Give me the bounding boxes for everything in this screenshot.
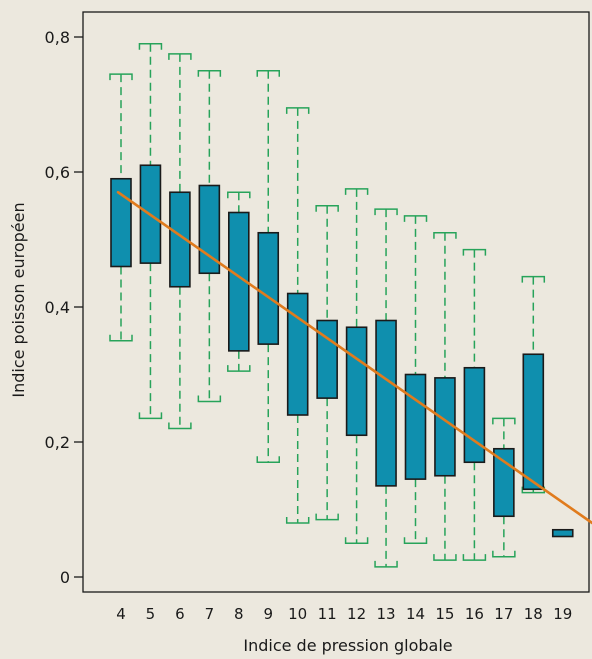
whisker-cap-lower — [256, 456, 280, 463]
whisker-cap-upper — [197, 70, 222, 77]
x-tick-label: 15 — [435, 605, 454, 623]
x-axis-label: Indice de pression globale — [243, 636, 452, 655]
box-13 — [375, 319, 397, 487]
y-axis: 0 0,2 0,4 0,6 0,8 — [45, 28, 83, 587]
box-8 — [228, 211, 250, 352]
whisker-cap-upper — [344, 188, 369, 195]
box-16 — [463, 366, 486, 464]
whisker-cap-lower — [374, 560, 398, 568]
whisker-cap-lower — [403, 537, 428, 544]
whisker-cap-upper — [315, 205, 339, 212]
whisker-cap-lower — [462, 554, 487, 561]
trend-layer — [116, 190, 592, 525]
box-15 — [434, 377, 456, 477]
box-17 — [493, 447, 515, 518]
whisker-cap-upper — [168, 53, 192, 60]
whisker-cap-lower — [433, 554, 457, 561]
whisker-cap-lower — [344, 537, 369, 544]
whisker-cap-lower — [315, 513, 339, 521]
x-tick-label: 18 — [524, 605, 543, 623]
whisker-cap-upper — [227, 191, 251, 199]
x-tick-label: 14 — [406, 605, 425, 623]
y-tick-label: 0,6 — [45, 163, 70, 182]
boxes-layer — [110, 164, 574, 538]
plot-frame — [82, 11, 590, 593]
box-18 — [522, 353, 545, 491]
x-tick-label: 4 — [116, 605, 126, 623]
whisker-cap-lower — [197, 395, 222, 403]
x-axis: 4 5 6 7 8 9 10 11 12 13 14 15 16 17 18 19 — [116, 605, 572, 623]
x-tick-label: 19 — [553, 605, 572, 623]
whiskers-layer — [109, 43, 546, 568]
x-tick-label: 11 — [318, 605, 337, 623]
whisker-cap-lower — [109, 334, 133, 342]
whisker-cap-upper — [109, 73, 133, 81]
trend-line — [116, 190, 592, 525]
y-axis-label: Indice poisson européen — [9, 202, 28, 397]
x-tick-label: 16 — [465, 605, 484, 623]
box-4 — [110, 177, 132, 268]
whisker-cap-upper — [462, 248, 487, 256]
y-tick-label: 0,2 — [45, 433, 70, 452]
x-tick-label: 7 — [205, 605, 215, 623]
x-tick-label: 9 — [263, 605, 273, 623]
y-tick-label: 0,4 — [45, 298, 70, 317]
x-tick-label: 10 — [288, 605, 307, 623]
whisker-cap-upper — [403, 215, 428, 222]
box-11 — [316, 319, 338, 399]
whisker-cap-upper — [492, 417, 516, 425]
x-tick-label: 8 — [234, 605, 244, 623]
x-tick-label: 17 — [494, 605, 513, 623]
whisker-cap-upper — [433, 232, 457, 239]
whisker-cap-lower — [168, 422, 192, 430]
whisker-cap-lower — [227, 365, 251, 372]
x-tick-label: 12 — [347, 605, 366, 623]
box-14 — [404, 373, 427, 480]
box-19 — [551, 528, 574, 538]
x-tick-label: 5 — [146, 605, 156, 623]
box-12 — [345, 326, 368, 437]
x-tick-label: 6 — [175, 605, 185, 623]
whisker-cap-upper — [138, 43, 163, 50]
x-tick-label: 13 — [377, 605, 396, 623]
box-10 — [286, 292, 309, 416]
box-6 — [169, 191, 191, 288]
y-tick-label: 0 — [60, 568, 70, 587]
whisker-cap-upper — [521, 275, 546, 283]
whisker-cap-lower — [492, 550, 516, 558]
y-tick-label: 0,8 — [45, 28, 70, 47]
whisker-cap-lower — [285, 517, 310, 524]
whisker-cap-upper — [374, 208, 398, 216]
whisker-cap-upper — [256, 70, 280, 77]
box-9 — [257, 231, 280, 345]
whisker-cap-upper — [285, 107, 310, 114]
whisker-cap-lower — [138, 412, 163, 420]
